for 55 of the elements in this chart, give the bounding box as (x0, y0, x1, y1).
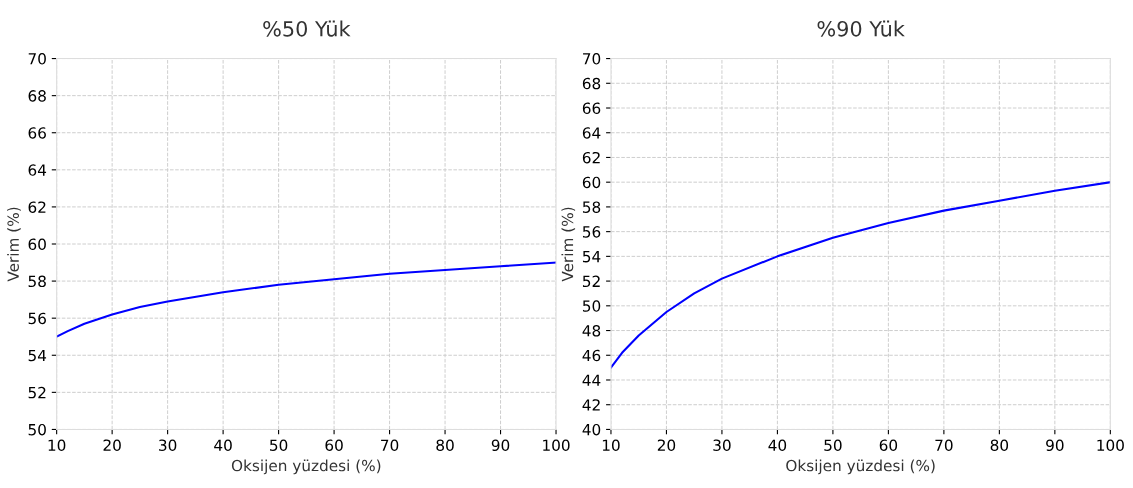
x-tick-label: 10 (48, 439, 66, 451)
chart-title: %90 Yük (817, 20, 905, 37)
y-tick-label: 52 (28, 386, 46, 399)
x-tick-label: 90 (491, 439, 510, 451)
x-tick-label: 80 (990, 439, 1009, 451)
y-tick-label: 60 (28, 238, 46, 251)
line-series (56, 261, 557, 338)
x-tick-label: 20 (103, 439, 121, 451)
x-tick-label: 90 (1046, 439, 1064, 451)
x-axis-title: Oksijen yüzdesi (%) (786, 459, 935, 475)
y-tick-label: 44 (582, 374, 601, 386)
y-tick-label: 42 (582, 399, 600, 411)
x-tick-label: 10 (602, 439, 620, 451)
x-tick-label: 50 (824, 439, 842, 451)
x-tick-label: 60 (879, 439, 898, 451)
y-tick-label: 54 (582, 251, 601, 263)
y-tick-label: 58 (28, 275, 46, 288)
x-tick-label: 70 (935, 439, 953, 451)
x-tick-label: 50 (270, 439, 288, 451)
y-tick-label: 56 (28, 312, 46, 325)
y-axis-title: Verim (%) (7, 207, 21, 282)
y-tick-label: 58 (582, 201, 601, 213)
y-tick-label: 68 (582, 77, 601, 90)
y-tick-label: 68 (28, 90, 46, 102)
x-tick-label: 100 (1097, 439, 1124, 451)
y-tick-label: 50 (582, 300, 601, 312)
line-series (610, 181, 1111, 369)
x-tick-label: 30 (159, 439, 177, 451)
x-tick-label: 30 (713, 439, 731, 451)
y-tick-label: 64 (28, 164, 47, 176)
y-tick-label: 62 (28, 201, 46, 213)
x-tick-label: 40 (768, 439, 787, 451)
y-tick-label: 46 (582, 349, 601, 362)
y-tick-label: 40 (582, 423, 601, 436)
y-tick-label: 52 (582, 275, 600, 288)
y-tick-label: 50 (28, 423, 46, 436)
y-tick-label: 56 (582, 226, 601, 238)
y-axis-title: Verim (%) (561, 207, 576, 282)
y-tick-label: 62 (582, 151, 600, 164)
y-tick-label: 60 (582, 176, 601, 189)
y-tick-label: 70 (583, 53, 601, 65)
x-tick-label: 80 (436, 439, 454, 451)
chart-title: %50 Yük (263, 20, 351, 37)
x-tick-label: 100 (543, 439, 570, 451)
y-tick-label: 66 (582, 102, 601, 115)
y-tick-label: 70 (28, 53, 46, 65)
y-tick-label: 54 (28, 349, 47, 362)
y-tick-label: 64 (582, 127, 601, 139)
x-tick-label: 20 (657, 439, 676, 451)
y-tick-label: 66 (28, 127, 46, 139)
y-tick-label: 48 (582, 325, 601, 337)
x-axis-title: Oksijen yüzdesi (%) (231, 459, 381, 475)
x-tick-label: 60 (325, 439, 343, 451)
x-tick-label: 70 (381, 439, 399, 451)
x-tick-label: 40 (214, 439, 232, 451)
